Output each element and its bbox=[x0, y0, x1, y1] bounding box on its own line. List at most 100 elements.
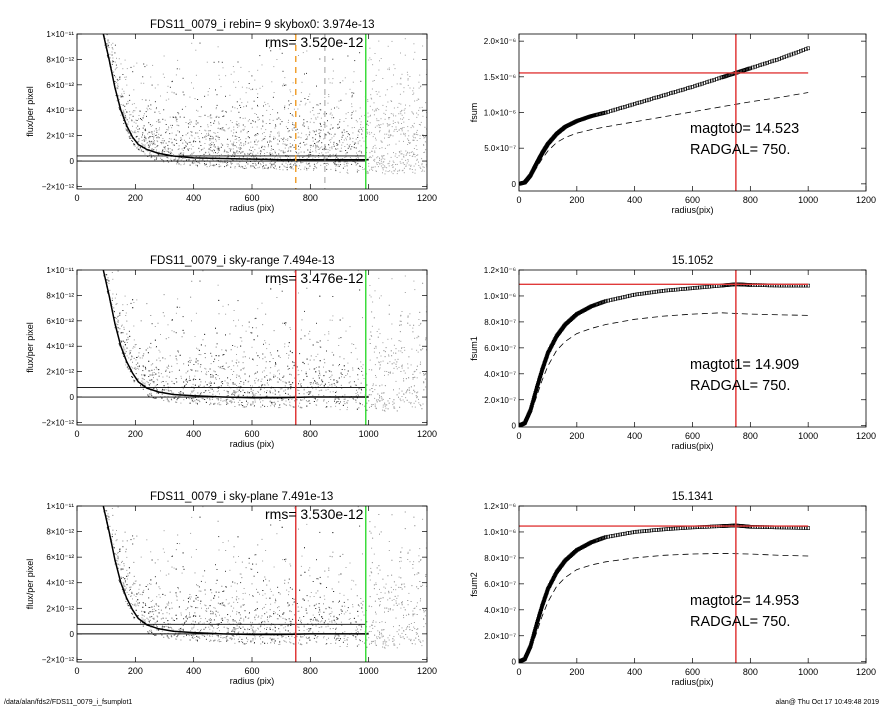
scatter-point bbox=[208, 147, 210, 149]
scatter-point bbox=[242, 389, 244, 391]
scatter-point bbox=[263, 149, 265, 151]
scatter-point bbox=[246, 87, 248, 89]
scatter-point bbox=[382, 169, 384, 171]
scatter-point bbox=[379, 95, 381, 97]
scatter-point bbox=[151, 379, 153, 381]
scatter-point bbox=[290, 163, 292, 165]
scatter-point bbox=[320, 129, 322, 131]
scatter-point bbox=[341, 136, 343, 138]
scatter-point bbox=[215, 152, 216, 154]
scatter-point bbox=[316, 104, 318, 106]
scatter-point bbox=[351, 95, 353, 97]
scatter-point bbox=[377, 21, 378, 22]
scatter-point bbox=[404, 372, 406, 374]
scatter-point bbox=[338, 127, 339, 129]
scatter-point bbox=[306, 168, 308, 170]
scatter-point bbox=[276, 59, 278, 60]
scatter-point bbox=[279, 373, 280, 375]
scatter-point bbox=[394, 359, 396, 361]
scatter-point bbox=[181, 148, 183, 150]
scatter-point bbox=[231, 122, 233, 123]
scatter-point bbox=[241, 165, 243, 167]
scatter-point bbox=[103, 21, 104, 22]
scatter-point bbox=[405, 154, 407, 156]
scatter-point bbox=[414, 100, 416, 102]
scatter-point bbox=[238, 157, 240, 159]
scatter-point bbox=[213, 150, 215, 152]
scatter-point bbox=[332, 364, 334, 366]
scatter-point bbox=[270, 379, 272, 381]
scatter-point bbox=[349, 138, 351, 140]
scatter-point bbox=[177, 59, 179, 61]
scatter-point bbox=[104, 234, 105, 235]
scatter-point bbox=[195, 361, 196, 363]
scatter-point bbox=[167, 383, 169, 385]
scatter-point bbox=[156, 157, 158, 159]
scatter-point bbox=[388, 354, 390, 356]
scatter-point bbox=[286, 144, 288, 146]
scatter-point bbox=[400, 103, 402, 105]
scatter-point bbox=[217, 403, 219, 405]
scatter-point bbox=[378, 361, 380, 363]
scatter-point bbox=[197, 363, 199, 365]
scatter-point bbox=[221, 127, 223, 129]
scatter-point bbox=[106, 25, 107, 26]
scatter-point bbox=[373, 102, 375, 104]
scatter-point bbox=[382, 78, 384, 79]
scatter-point bbox=[93, 22, 94, 23]
scatter-point bbox=[387, 124, 389, 126]
scatter-point bbox=[197, 404, 198, 405]
scatter-point bbox=[222, 144, 224, 146]
scatter-point bbox=[424, 141, 426, 143]
scatter-point bbox=[420, 167, 422, 169]
scatter-point bbox=[171, 330, 173, 332]
scatter-point bbox=[359, 402, 361, 404]
scatter-point bbox=[382, 240, 383, 241]
scatter-point bbox=[144, 146, 146, 148]
x-tick-label: 0 bbox=[74, 193, 79, 203]
scatter-point bbox=[291, 128, 293, 130]
scatter-point bbox=[394, 407, 396, 409]
scatter-point bbox=[105, 254, 106, 255]
scatter-point bbox=[420, 349, 422, 351]
scatter-point bbox=[345, 113, 347, 115]
scatter-point bbox=[374, 364, 376, 366]
scatter-point bbox=[360, 128, 362, 130]
scatter-point bbox=[343, 139, 345, 141]
scatter-point bbox=[405, 392, 407, 394]
scatter-point bbox=[362, 127, 364, 128]
scatter-point bbox=[286, 154, 288, 156]
scatter-point bbox=[253, 120, 254, 122]
scatter-point bbox=[115, 64, 117, 66]
scatter-point bbox=[163, 146, 165, 148]
scatter-point bbox=[172, 392, 174, 394]
scatter-point bbox=[310, 382, 312, 384]
scatter-point bbox=[171, 365, 173, 367]
scatter-point bbox=[306, 401, 308, 403]
scatter-point bbox=[219, 366, 221, 368]
scatter-point bbox=[299, 165, 301, 167]
scatter-point bbox=[382, 172, 383, 174]
scatter-point bbox=[152, 124, 154, 126]
scatter-point bbox=[171, 380, 173, 382]
scatter-point bbox=[279, 166, 281, 168]
scatter-point bbox=[128, 136, 130, 138]
scatter-point bbox=[176, 399, 178, 401]
scatter-point bbox=[367, 158, 369, 160]
scatter-point bbox=[344, 165, 346, 167]
scatter-point bbox=[426, 116, 427, 118]
scatter-point bbox=[241, 402, 243, 403]
scatter-point bbox=[195, 312, 197, 314]
scatter-point bbox=[149, 146, 150, 148]
scatter-point bbox=[212, 374, 213, 376]
scatter-point bbox=[300, 384, 301, 386]
scatter-point bbox=[93, 22, 94, 23]
scatter-point bbox=[207, 94, 209, 96]
scatter-point bbox=[387, 171, 389, 172]
scatter-point bbox=[332, 296, 334, 297]
scatter-point bbox=[205, 135, 207, 137]
scatter-point bbox=[407, 79, 409, 81]
scatter-point bbox=[261, 378, 263, 380]
scatter-point bbox=[339, 141, 341, 143]
scatter-point bbox=[382, 123, 384, 125]
